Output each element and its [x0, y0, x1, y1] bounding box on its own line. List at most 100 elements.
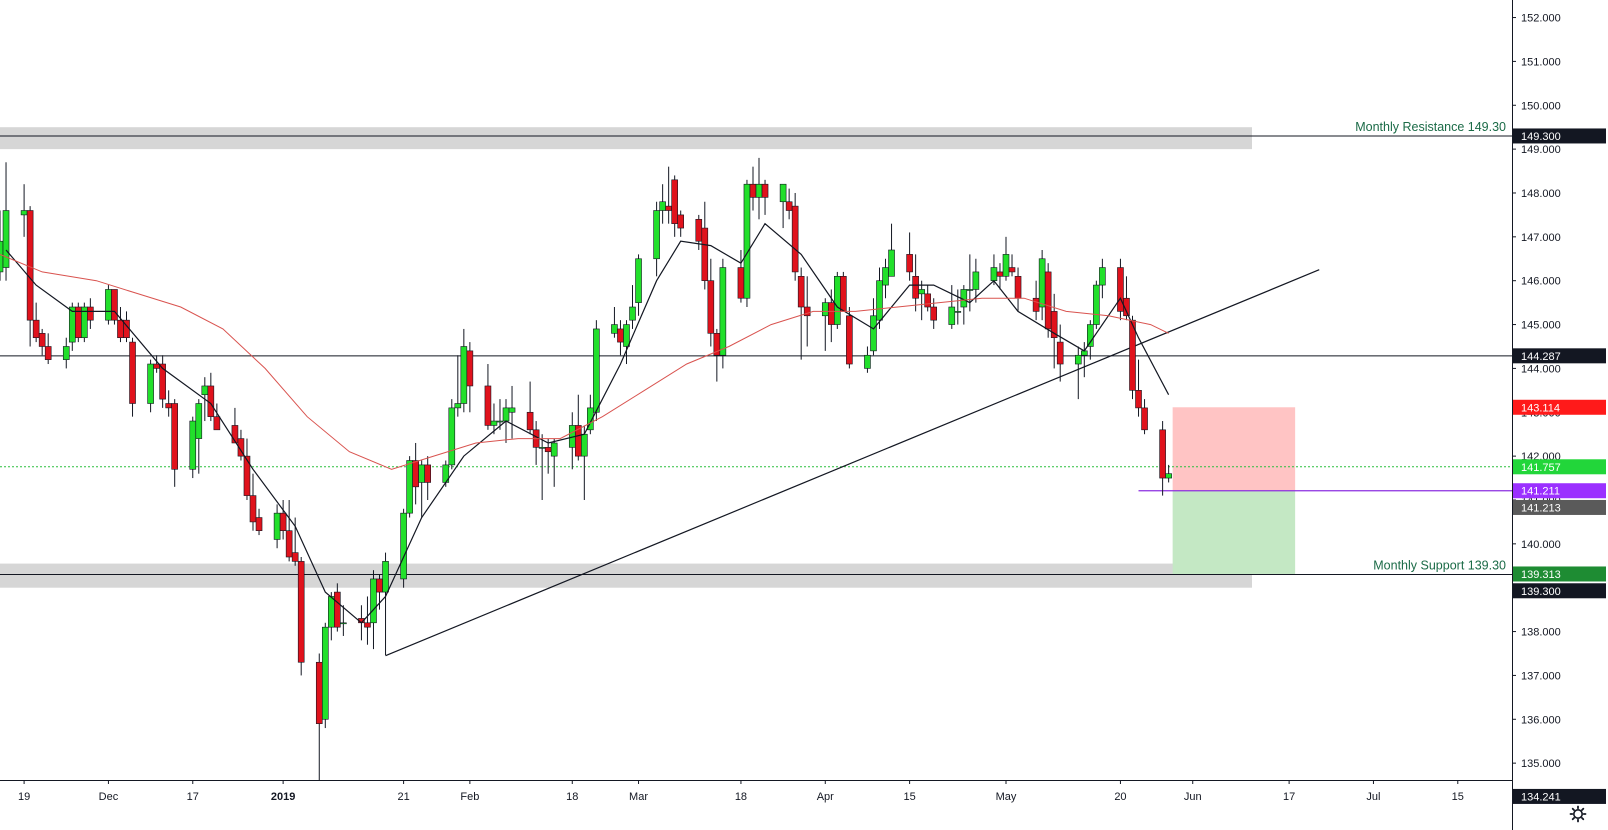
price-tag: [1513, 399, 1606, 415]
candle-body: [424, 464, 431, 483]
candle-body: [1123, 297, 1130, 317]
candle-body: [954, 311, 962, 313]
price-tag-label: 134.241: [1521, 791, 1561, 803]
price-tag: [1513, 128, 1606, 144]
candle-body: [1099, 267, 1106, 286]
zone-band: [0, 563, 1252, 588]
candle-body: [237, 438, 245, 457]
candle-body: [328, 596, 335, 628]
candle-body: [629, 306, 636, 321]
candle-body: [1087, 324, 1094, 347]
candle-body: [105, 289, 112, 321]
price-tag-label: 139.300: [1521, 586, 1561, 598]
price-tick-label: 138.000: [1521, 627, 1561, 639]
price-tick-label: 135.000: [1521, 758, 1561, 770]
candle-body: [737, 267, 745, 299]
time-tick-label: 20: [1114, 791, 1126, 803]
candle-body: [406, 460, 413, 514]
price-tag-label: 144.287: [1521, 351, 1561, 363]
candle-body: [0, 240, 4, 273]
candle-body: [677, 214, 685, 229]
candle-body: [255, 517, 263, 531]
candle-body: [1159, 429, 1166, 479]
candle-body: [38, 333, 46, 347]
price-tag-label: 141.211: [1521, 486, 1560, 498]
candle-body: [912, 276, 919, 299]
candle-body: [376, 578, 383, 593]
time-tick-label: 18: [735, 791, 747, 803]
candle-body: [195, 403, 203, 439]
candle-body: [273, 512, 281, 540]
candle-body: [291, 552, 299, 562]
candle-body: [888, 249, 895, 277]
price-tag: [1513, 499, 1606, 515]
moving-average-line: [5, 222, 1170, 624]
candle-body: [617, 328, 624, 343]
candle-body: [671, 179, 678, 224]
candle-body: [382, 561, 389, 593]
candle-body: [635, 258, 642, 303]
candle-body: [418, 464, 425, 483]
candle-body: [1165, 473, 1172, 479]
candle-body: [581, 433, 588, 457]
price-tick-label: 146.000: [1521, 276, 1561, 288]
candle-body: [364, 622, 371, 628]
candle-body: [593, 328, 600, 413]
candle-body: [701, 227, 709, 281]
candle-body: [906, 254, 913, 273]
price-tag: [1513, 583, 1606, 599]
candle-body: [1093, 284, 1100, 325]
time-tick-label: 17: [1283, 791, 1295, 803]
price-tag: [1513, 788, 1606, 804]
candle-body: [117, 319, 124, 339]
time-tick-label: 2019: [271, 791, 295, 803]
candle-body: [665, 205, 672, 211]
candle-body: [321, 626, 329, 720]
trendline: [385, 269, 1320, 657]
candle-body: [870, 315, 877, 352]
candle-body: [1129, 319, 1136, 391]
candle-body: [2, 210, 10, 268]
candles-layer: [0, 157, 1172, 799]
moving-average-layer: [0, 222, 1170, 624]
candle-body: [171, 403, 178, 470]
time-tick-label: Jun: [1184, 791, 1202, 803]
candle-body: [755, 183, 763, 198]
price-tick-label: 137.000: [1521, 670, 1561, 682]
candle-body: [508, 407, 516, 413]
price-tag: [1513, 483, 1606, 499]
price-tick-label: 151.000: [1521, 56, 1561, 68]
time-tick-label: May: [996, 791, 1017, 803]
price-tick-label: 150.000: [1521, 100, 1561, 112]
candle-body: [20, 210, 28, 216]
price-tick-label: 145.000: [1521, 320, 1561, 332]
candle-body: [1056, 341, 1064, 365]
time-tick-label: Apr: [817, 791, 834, 803]
candle-body: [761, 183, 769, 198]
candle-body: [297, 561, 305, 663]
candle-body: [249, 495, 257, 523]
stop-loss-zone: [1172, 407, 1296, 491]
gear-icon[interactable]: [1567, 803, 1589, 825]
candle-body: [719, 267, 727, 356]
time-tick-label: 18: [566, 791, 578, 803]
candle-body: [502, 407, 510, 422]
time-tick-label: 15: [1452, 791, 1464, 803]
candle-body: [743, 183, 751, 299]
candle-body: [279, 512, 287, 531]
candle-body: [996, 271, 1004, 277]
candle-body: [231, 425, 239, 444]
candle-body: [1044, 271, 1052, 330]
candle-body: [496, 420, 504, 423]
candle-body: [454, 403, 462, 409]
take-profit-zone: [1172, 490, 1296, 574]
candle-body: [882, 267, 889, 286]
candle-body: [1014, 276, 1022, 299]
candle-body: [400, 512, 407, 580]
candle-body: [821, 302, 829, 317]
candle-body: [213, 416, 221, 431]
candle-body: [791, 205, 799, 273]
candle-body: [129, 341, 136, 404]
